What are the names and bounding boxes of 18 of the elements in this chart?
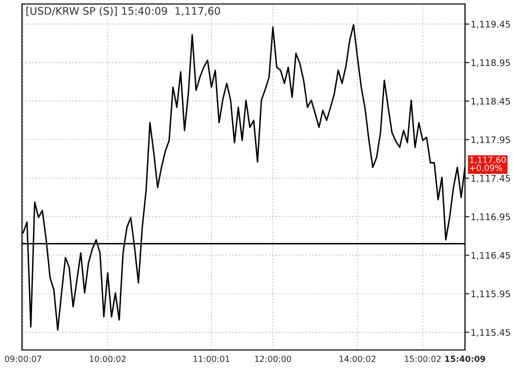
y-tick-label: 1,116.45 [472,252,510,260]
x-tick-label: 10:00:02 [90,356,126,362]
chart-title: [USD/KRW SP (S)] 15:40:09 1,117,60 [26,6,220,16]
y-tick-label: 1,118.95 [472,59,510,68]
x-tick-label: 09:00:07 [4,356,42,362]
y-tick-label: 1,118.45 [472,98,510,106]
y-tick-label: 1,115.45 [472,329,510,337]
y-tick-label: 1,117.95 [472,136,510,144]
y-tick-label: 1,116.95 [472,213,510,222]
x-tick-label: 14:00:02 [340,356,376,362]
y-tick-label: 1,115.95 [472,290,510,298]
x-tick-label: 15:00:02 [404,356,441,362]
x-tick-label: 15:40:09 [445,356,486,362]
annotation: 1,117,60 +0,09% [470,156,506,172]
y-tick-label: 1,117.45 [472,175,510,183]
y-tick-label: 1,119.45 [472,20,510,29]
x-tick-label: 12:00:00 [255,356,292,362]
x-tick-label: 11:00:01 [194,356,230,362]
